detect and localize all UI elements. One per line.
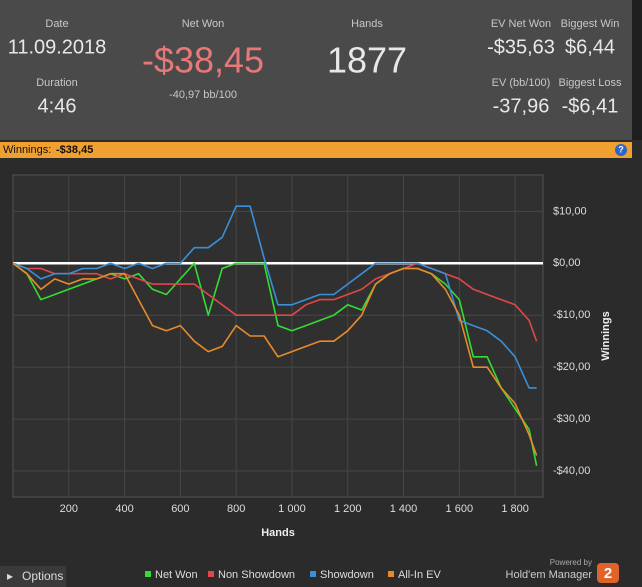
winnings-bar — [0, 142, 632, 158]
x-axis-title: Hands — [261, 527, 295, 539]
header-panel — [0, 0, 632, 140]
legend-label: Net Won — [155, 569, 198, 581]
ev-bb: -37,96 — [493, 95, 550, 117]
series-line — [12, 262, 538, 456]
help-icon[interactable]: ? — [618, 144, 624, 154]
x-tick-label: 600 — [171, 503, 189, 515]
header-edge — [632, 0, 642, 140]
biggest-loss-label: Biggest Loss — [559, 77, 622, 89]
y-tick-label: -$10,00 — [553, 309, 590, 321]
net-won-bb: -40,97 bb/100 — [169, 89, 237, 101]
series-line — [12, 205, 537, 389]
duration: 4:46 — [38, 95, 77, 117]
help-button[interactable] — [615, 144, 627, 156]
y-tick-label: $0,00 — [553, 257, 581, 269]
series-line — [12, 262, 538, 342]
ev-net-won: -$35,63 — [487, 36, 555, 58]
x-tick-label: 1 400 — [390, 503, 418, 515]
x-tick-label: 1 600 — [446, 503, 474, 515]
brand: Hold'em Manager — [506, 569, 593, 581]
biggest-loss: -$6,41 — [562, 95, 619, 117]
legend-swatch — [388, 571, 394, 577]
hands: 1877 — [327, 40, 407, 81]
y-tick-label: -$30,00 — [553, 413, 590, 425]
powered-by: Powered by — [550, 558, 592, 567]
legend-swatch — [208, 571, 214, 577]
biggest-win-label: Biggest Win — [561, 18, 620, 30]
y-tick-label: -$20,00 — [553, 361, 590, 373]
x-tick-label: 1 200 — [334, 503, 362, 515]
ev-net-won-label: EV Net Won — [491, 18, 551, 30]
biggest-win: $6,44 — [565, 36, 615, 58]
brand-version: 2 — [604, 565, 612, 582]
legend-label: Showdown — [320, 569, 374, 581]
duration-label: Duration — [36, 77, 78, 89]
net-won: -$38,45 — [142, 40, 264, 81]
net-won-label: Net Won — [182, 18, 225, 30]
winnings-value: -$38,45 — [56, 144, 93, 156]
brand-logo — [597, 563, 619, 583]
x-tick-label: 800 — [227, 503, 245, 515]
hands-label: Hands — [351, 18, 383, 30]
y-tick-label: -$40,00 — [553, 465, 590, 477]
x-tick-label: 400 — [115, 503, 133, 515]
plot-area — [12, 174, 544, 498]
legend-swatch — [145, 571, 151, 577]
ev-bb-label: EV (bb/100) — [492, 77, 551, 89]
x-tick-label: 1 000 — [278, 503, 306, 515]
x-tick-label: 200 — [60, 503, 78, 515]
y-tick-label: $10,00 — [553, 205, 587, 217]
y-axis-title: Winnings — [600, 311, 612, 360]
date: 11.09.2018 — [8, 36, 107, 58]
date-label: Date — [45, 18, 68, 30]
options-button[interactable] — [0, 566, 66, 587]
legend-label: All-In EV — [398, 569, 441, 581]
winnings-label: Winnings: — [3, 144, 51, 156]
legend-swatch — [310, 571, 316, 577]
options-triangle[interactable]: ▸ — [7, 569, 13, 583]
options-label[interactable]: Options — [22, 569, 63, 583]
legend-label: Non Showdown — [218, 569, 295, 581]
x-tick-label: 1 800 — [501, 503, 529, 515]
